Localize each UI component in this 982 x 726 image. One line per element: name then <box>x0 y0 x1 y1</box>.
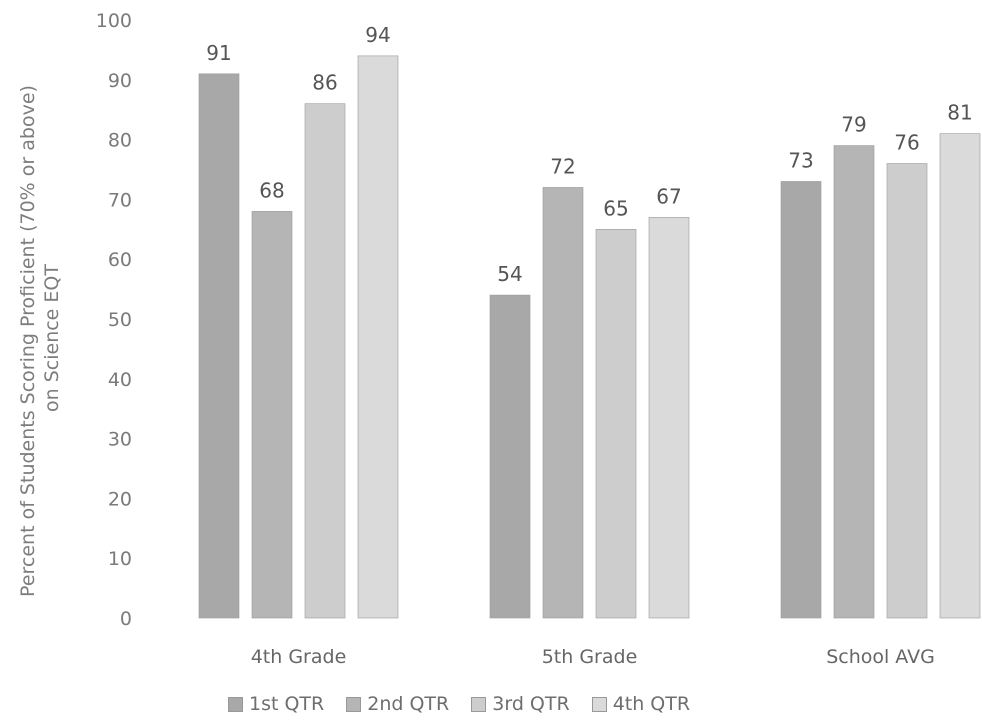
bar[interactable] <box>939 133 981 619</box>
data-label: 67 <box>656 184 681 208</box>
legend-swatch <box>228 696 243 712</box>
legend-label: 4th QTR <box>612 693 691 715</box>
y-tick-label: 50 <box>108 309 132 331</box>
bar[interactable] <box>251 211 293 619</box>
bar[interactable] <box>648 217 690 619</box>
y-axis-label-line-2: on Science EQT <box>41 264 63 412</box>
y-tick-label: 80 <box>108 130 132 152</box>
y-axis-ticks: 0 10 20 30 40 50 60 70 80 90 100 <box>96 10 132 630</box>
data-label: 86 <box>312 71 337 95</box>
y-tick-label: 60 <box>108 249 132 271</box>
data-label: 54 <box>497 262 522 286</box>
legend: 1st QTR 2nd QTR 3rd QTR 4th QTR <box>228 693 690 715</box>
y-tick-label: 100 <box>96 10 132 32</box>
data-labels: 91 68 86 94 54 72 65 67 73 79 76 81 <box>206 23 972 286</box>
data-label: 81 <box>947 101 972 125</box>
x-category-label: 5th Grade <box>542 646 638 668</box>
y-tick-label: 40 <box>108 369 132 391</box>
y-axis-label-line-1: Percent of Students Scoring Proficient (… <box>17 85 39 597</box>
legend-item-1st-qtr[interactable]: 1st QTR <box>228 693 324 715</box>
bar[interactable] <box>886 163 928 619</box>
legend-swatch <box>591 696 607 712</box>
data-label: 91 <box>206 41 231 65</box>
data-label: 73 <box>788 148 813 172</box>
legend-item-2nd-qtr[interactable]: 2nd QTR <box>346 693 449 715</box>
data-label: 94 <box>365 23 390 47</box>
legend-label: 2nd QTR <box>367 693 450 715</box>
legend-item-3rd-qtr[interactable]: 3rd QTR <box>471 693 570 715</box>
data-label: 79 <box>841 113 866 137</box>
legend-label: 3rd QTR <box>492 693 570 715</box>
data-label: 65 <box>603 196 628 220</box>
data-label: 76 <box>894 131 919 155</box>
x-category-label: 4th Grade <box>251 646 347 668</box>
bar[interactable] <box>780 181 822 619</box>
data-label: 68 <box>259 178 284 202</box>
legend-swatch <box>471 696 487 712</box>
y-axis-label: Percent of Students Scoring Proficient (… <box>17 79 63 597</box>
y-tick-label: 70 <box>108 189 132 211</box>
y-tick-label: 30 <box>108 429 132 451</box>
legend-item-4th-qtr[interactable]: 4th QTR <box>591 693 691 715</box>
bar[interactable] <box>198 73 240 619</box>
bar[interactable] <box>542 187 584 619</box>
x-category-label: School AVG <box>826 646 935 668</box>
y-tick-label: 90 <box>108 70 132 92</box>
legend-label: 1st QTR <box>249 693 325 715</box>
legend-swatch <box>346 696 362 712</box>
x-axis-categories: 4th Grade 5th Grade School AVG <box>251 646 935 668</box>
y-tick-label: 0 <box>120 608 132 630</box>
y-tick-label: 10 <box>108 548 132 570</box>
bar[interactable] <box>304 103 346 619</box>
bar[interactable] <box>595 229 637 619</box>
bars <box>198 55 981 619</box>
y-tick-label: 20 <box>108 488 132 510</box>
bar[interactable] <box>833 145 875 619</box>
data-label: 72 <box>550 154 575 178</box>
bar[interactable] <box>489 294 531 619</box>
bar[interactable] <box>357 55 399 619</box>
